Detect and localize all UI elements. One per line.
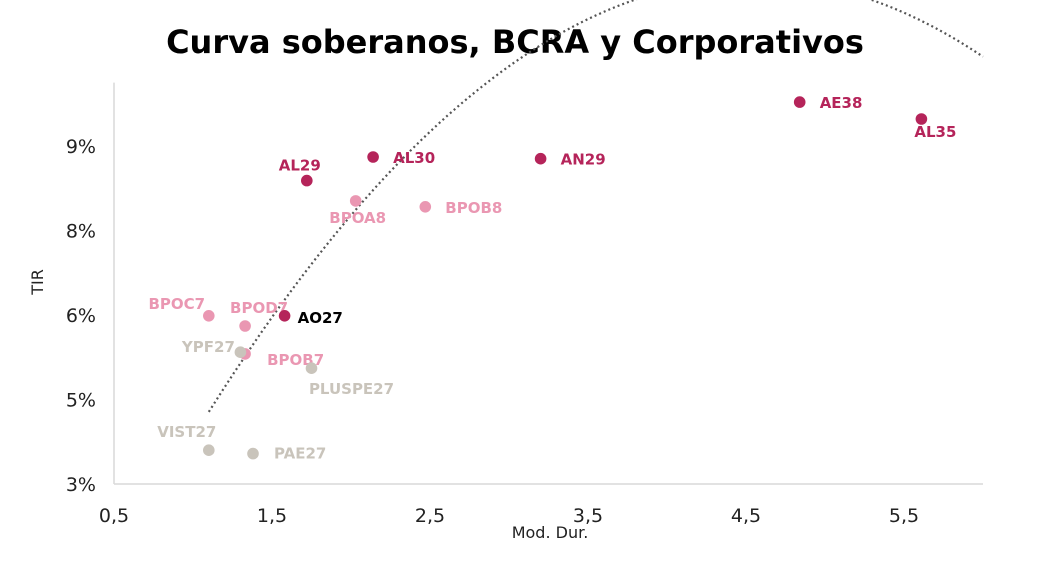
point-label-bpoa8: BPOA8 (329, 209, 386, 227)
y-tick-label: 3% (66, 474, 96, 496)
y-tick-label: 8% (66, 221, 96, 243)
point-bpoa8 (349, 195, 362, 207)
point-label-pluspe27: PLUSPE27 (309, 380, 394, 398)
point-label-al30: AL30 (393, 149, 435, 167)
y-tick-label: 6% (66, 305, 96, 327)
point-label-vist27: VIST27 (157, 423, 216, 441)
point-ae38 (793, 96, 806, 108)
point-label-pae27: PAE27 (274, 445, 326, 463)
y-tick-label: 5% (66, 390, 96, 412)
point-ao27 (278, 310, 291, 322)
x-tick-label: 0,5 (99, 505, 129, 527)
x-tick-label: 5,5 (889, 505, 919, 527)
point-pluspe27 (305, 362, 318, 375)
point-pae27 (247, 447, 259, 460)
y-axis-label: TIR (28, 269, 47, 296)
point-bpod7 (239, 320, 251, 332)
point-bpoc7 (203, 310, 215, 322)
point-label-ae38: AE38 (820, 94, 863, 112)
point-label-al35: AL35 (914, 123, 956, 141)
axes: 0,5 1,5 2,5 3,5 4,5 5,5 3% 5% 6% 8% 9% (66, 82, 983, 527)
point-label-an29: AN29 (561, 151, 606, 169)
y-tick-label: 9% (66, 136, 96, 158)
x-tick-label: 3,5 (573, 505, 603, 527)
chart-title: Curva soberanos, BCRA y Corporativos (166, 23, 864, 61)
trendline (207, 0, 984, 413)
point-al29 (301, 174, 313, 187)
point-ypf27 (234, 346, 247, 359)
point-label-al29: AL29 (279, 157, 321, 175)
x-tick-label: 1,5 (257, 505, 287, 527)
x-tick-label: 2,5 (415, 505, 445, 527)
point-label-ao27: AO27 (298, 309, 343, 327)
point-label-bpob8: BPOB8 (445, 199, 502, 217)
x-tick-label: 4,5 (731, 505, 761, 527)
point-label-ypf27: YPF27 (181, 338, 235, 356)
data-points: AL29 AL30 AN29 AE38 AL35 BPOA8 BPOB8 BPOC7 BPOD7… (148, 94, 956, 463)
point-bpob8 (419, 201, 432, 213)
trendline-path (207, 0, 984, 413)
point-al30 (367, 151, 379, 163)
point-label-bpoc7: BPOC7 (148, 295, 205, 313)
point-al35 (915, 113, 928, 125)
point-label-bpod7: BPOD7 (230, 299, 288, 317)
x-axis-label: Mod. Dur. (512, 523, 589, 542)
point-an29 (534, 152, 547, 165)
point-vist27 (203, 444, 215, 457)
